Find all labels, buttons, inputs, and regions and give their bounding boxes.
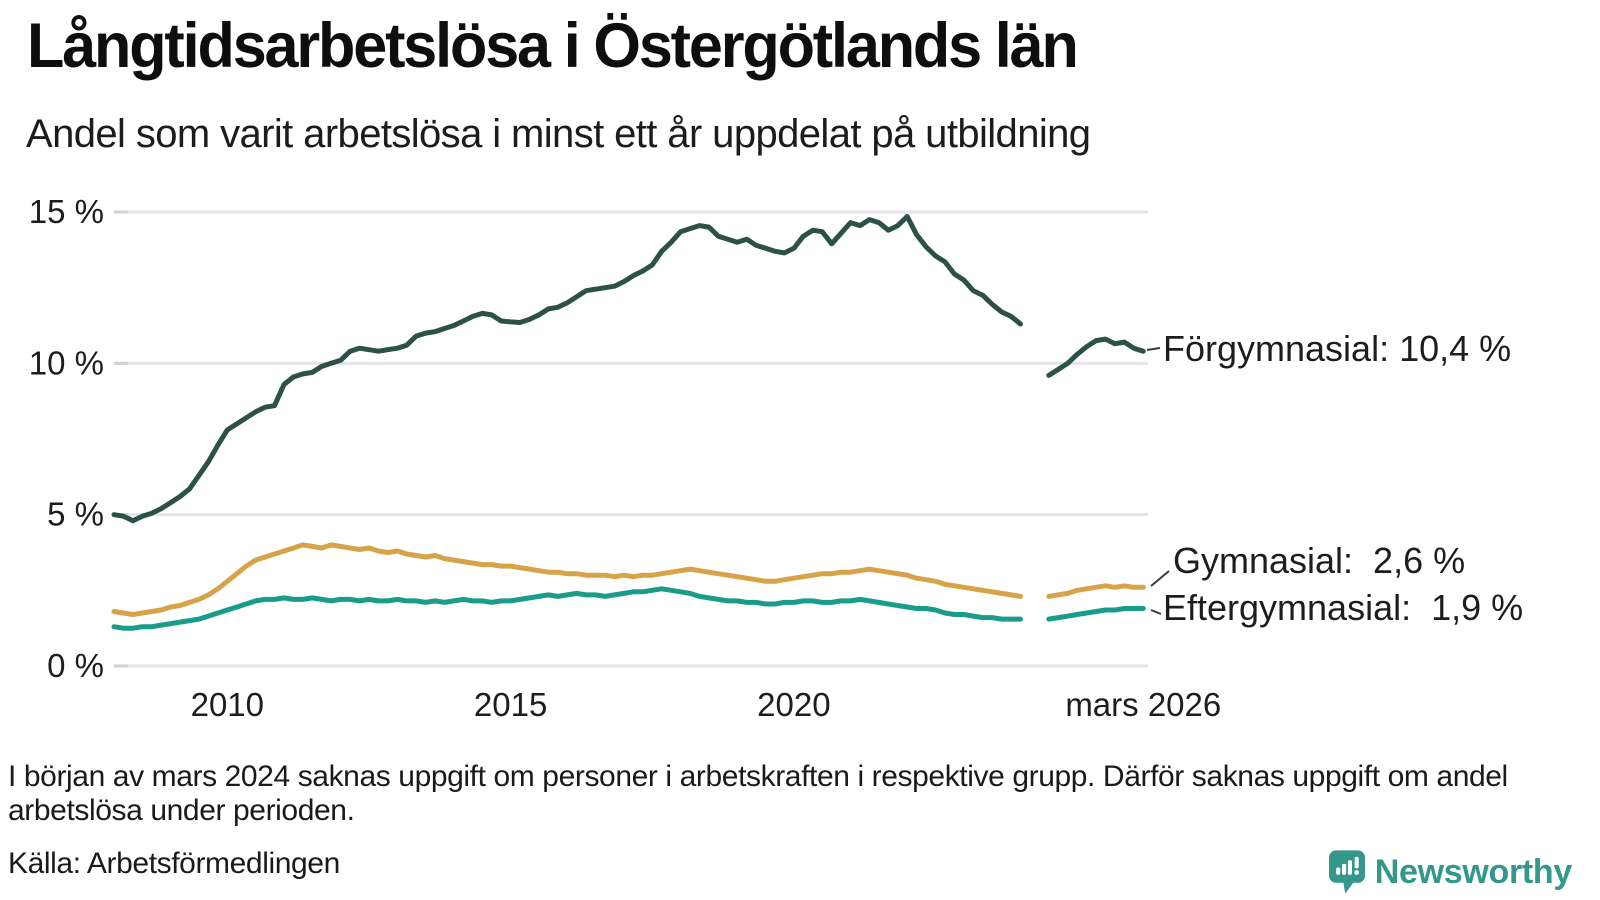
newsworthy-logo[interactable]: Newsworthy: [1328, 850, 1573, 894]
y-axis-tick-label: 15 %: [29, 193, 104, 230]
x-axis-tick-label: 2020: [757, 686, 830, 723]
chart-plot-area: 0 % 5 % 10 % 15 % 2010 2015 2020 mars 2026: [29, 193, 1221, 723]
leader-line-gymnasial: [1150, 570, 1170, 587]
y-axis-tick-label: 5 %: [47, 496, 104, 533]
newsworthy-logo-text: Newsworthy: [1374, 852, 1573, 891]
page-title: Långtidsarbetslösa i Östergötlands län: [27, 11, 1079, 81]
newsworthy-pin-chart-icon: [1328, 850, 1365, 894]
leader-line-eftergymnasial: [1150, 609, 1162, 615]
series-line-eftergymnasial: [111, 586, 1146, 631]
series-end-label-eftergymnasial: Eftergymnasial: 1,9 %: [1163, 587, 1523, 628]
series-end-label-gymnasial: Gymnasial: 2,6 %: [1173, 540, 1465, 581]
series-line-forgymnasial: [111, 214, 1146, 524]
chart-footnote: I början av mars 2024 saknas uppgift om …: [8, 760, 1508, 828]
y-axis-tick-label: 0 %: [47, 647, 104, 684]
y-axis-tick-label: 10 %: [29, 344, 104, 381]
x-axis-tick-label: 2015: [474, 686, 547, 723]
series-end-label-forgymnasial: Förgymnasial: 10,4 %: [1163, 328, 1511, 369]
x-axis-tick-label: mars 2026: [1065, 686, 1221, 723]
x-axis-tick-label: 2010: [191, 686, 264, 723]
chart-subtitle: Andel som varit arbetslösa i minst ett å…: [26, 112, 1091, 156]
source-caption: Källa: Arbetsförmedlingen: [8, 847, 340, 880]
leader-line-forgymnasial: [1146, 347, 1161, 351]
series-line-gymnasial: [111, 542, 1146, 617]
